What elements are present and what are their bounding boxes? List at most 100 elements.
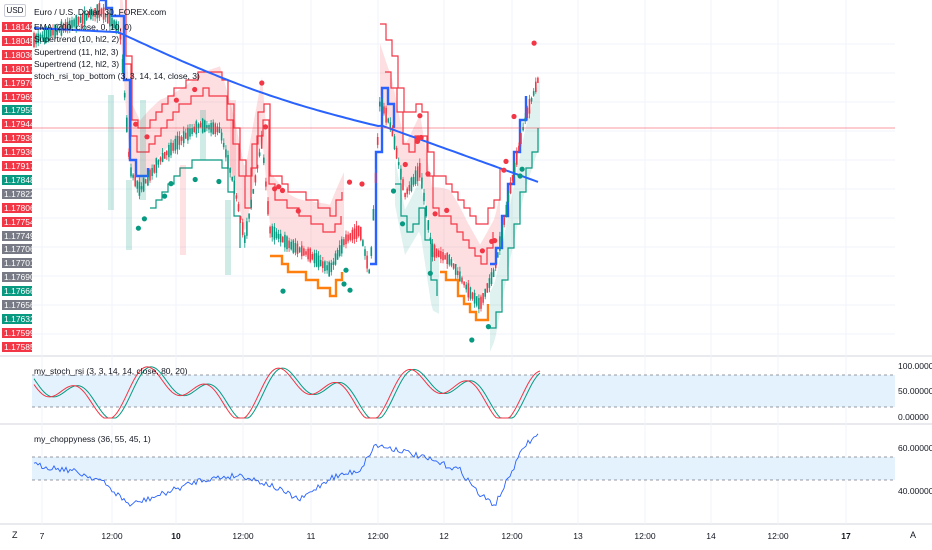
candle-body <box>111 18 113 26</box>
signal-dot <box>272 186 278 192</box>
candle-body <box>446 253 448 264</box>
candle-body <box>423 192 425 202</box>
stoch-scale-bottom: 0.00000 <box>898 412 929 422</box>
chop-pane-title[interactable]: my_choppyness (36, 55, 45, 1) <box>34 434 151 444</box>
candle-body <box>482 293 484 303</box>
candle-body <box>73 19 75 27</box>
price-axis-label: 1.17754 <box>2 216 32 227</box>
candle-body <box>214 123 217 134</box>
zoom-reset-button[interactable]: Z <box>12 530 18 540</box>
symbol-title[interactable]: Euro / U.S. Dollar, 30, FOREX.com <box>34 7 167 17</box>
time-axis-label: 12 <box>439 531 449 541</box>
signal-dot <box>390 188 397 194</box>
time-axis-label: 7 <box>39 531 45 541</box>
candle-body <box>75 15 77 29</box>
candle-body <box>233 180 236 194</box>
signal-dot <box>479 248 485 254</box>
candle-body <box>294 242 297 253</box>
stoch-d-line <box>33 366 541 419</box>
candle-body <box>104 14 107 18</box>
indicator-legend-item[interactable]: stoch_rsi_top_bottom (3, 3, 14, 14, clos… <box>34 71 200 82</box>
candle-body <box>35 34 37 44</box>
signal-dot <box>503 158 509 164</box>
signal-dot <box>517 173 523 179</box>
signal-dot <box>511 113 517 120</box>
supertrend-line-orange <box>270 254 344 298</box>
candle-body <box>163 151 166 159</box>
price-axis-label: 1.17666 <box>2 286 32 297</box>
candle-body <box>537 77 539 83</box>
candle-body <box>41 34 44 39</box>
candle-body <box>419 163 421 178</box>
stoch-scale-mid: 50.00000 <box>898 386 932 396</box>
signal-column <box>180 165 186 255</box>
candle-body <box>90 10 92 19</box>
indicator-legend-item[interactable]: EMA (200, close, 0, 10, 0) <box>34 22 132 32</box>
candle-body <box>92 10 94 17</box>
candle-body <box>98 3 101 18</box>
candle-body <box>522 127 524 131</box>
candle-body <box>507 195 510 203</box>
signal-dot <box>359 181 365 187</box>
candle-body <box>147 171 149 186</box>
stoch-pane-title[interactable]: my_stoch_rsi (3, 3, 14, 14, close, 80, 2… <box>34 366 188 376</box>
indicator-legend-item[interactable]: Supertrend (11, hl2, 3) <box>34 46 119 57</box>
time-axis-label: 12:00 <box>634 531 656 541</box>
signal-dot <box>276 184 282 190</box>
candle-body <box>178 136 181 145</box>
signal-dot <box>492 238 498 244</box>
candle-body <box>191 127 193 134</box>
candle-body <box>494 264 497 269</box>
candle-body <box>81 13 84 24</box>
currency-badge[interactable]: USD <box>4 4 26 17</box>
auto-scale-button[interactable]: A <box>910 530 917 540</box>
signal-dot <box>216 178 222 185</box>
candle-body <box>397 162 400 166</box>
candle-body <box>513 162 516 174</box>
time-axis-label: 12:00 <box>367 531 389 541</box>
signal-dot <box>141 216 147 222</box>
candle-body <box>486 283 489 293</box>
candle-body <box>305 251 307 255</box>
signal-dot <box>402 161 408 168</box>
candle-body <box>284 234 286 248</box>
candle-body <box>128 151 130 157</box>
time-axis-label: 17 <box>841 531 851 541</box>
candle-body <box>144 179 147 184</box>
candle-body <box>480 296 482 309</box>
candle-body <box>250 199 252 208</box>
supertrend-line-upper <box>380 23 501 225</box>
signal-column <box>140 100 146 200</box>
price-axis-label: 1.17976 <box>2 77 32 88</box>
candle-body <box>353 228 356 239</box>
candle-body <box>334 253 337 265</box>
price-axis-label: 1.17706 <box>2 244 32 255</box>
candle-body <box>187 127 189 141</box>
candle-body <box>526 107 529 118</box>
signal-dot <box>531 40 537 46</box>
candle-body <box>286 236 288 250</box>
candle-body <box>258 152 261 156</box>
candle-body <box>269 226 271 234</box>
candle-body <box>393 136 396 149</box>
candle-body <box>71 20 73 28</box>
candle-body <box>330 262 333 273</box>
price-axis-label: 1.18036 <box>2 49 32 60</box>
signal-dot <box>144 134 150 140</box>
signal-dot <box>295 208 301 214</box>
candle-body <box>254 175 257 183</box>
candle-body <box>100 8 103 15</box>
candle-body <box>360 227 362 241</box>
candle-body <box>410 177 413 192</box>
candle-body <box>341 239 343 254</box>
indicator-legend-item[interactable]: Supertrend (12, hl2, 3) <box>34 58 120 69</box>
indicator-legend-item[interactable]: Supertrend (10, hl2, 2) <box>34 34 120 45</box>
candle-body <box>461 277 463 283</box>
candle-body <box>149 169 151 181</box>
chop-scale-bottom: 40.00000 <box>898 486 932 496</box>
candle-body <box>366 255 368 269</box>
time-axis-label: 12:00 <box>232 531 254 541</box>
candle-body <box>448 254 451 265</box>
candle-body <box>524 117 526 121</box>
